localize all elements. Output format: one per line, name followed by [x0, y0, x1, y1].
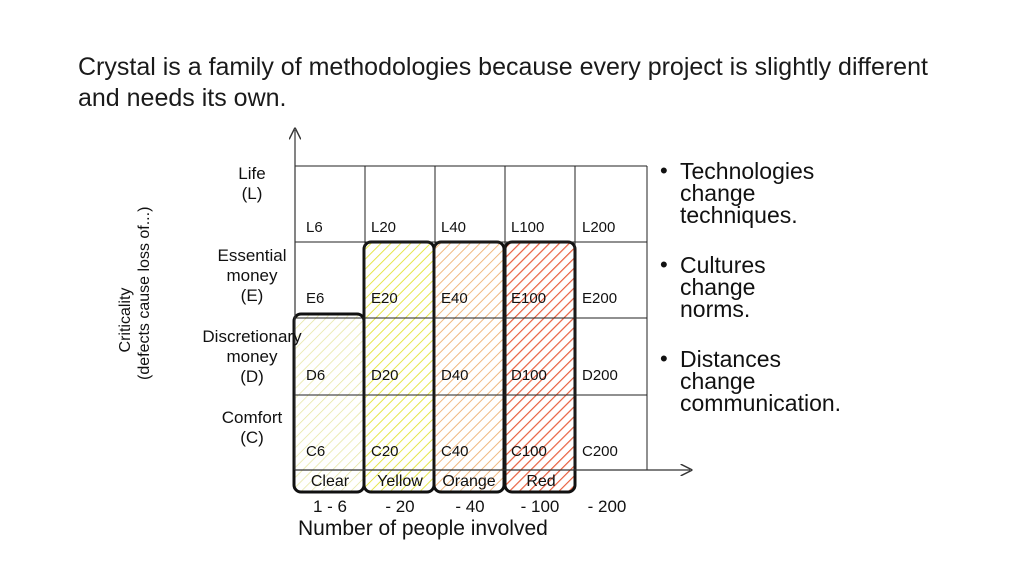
bullet-item: • Technologies change techniques.	[660, 158, 815, 228]
x-tick-20: - 20	[385, 497, 415, 516]
x-tick-6: 1 - 6	[312, 497, 348, 516]
x-axis-title: Number of people involved	[298, 517, 548, 540]
x-tick-200: - 200	[587, 497, 627, 516]
cell-C200: C200	[582, 443, 618, 460]
bullet-dot-icon: •	[660, 346, 668, 371]
y-level-life: Life (L)	[238, 164, 266, 203]
cell-D100: D100	[511, 367, 547, 384]
cell-C100: C100	[511, 443, 547, 460]
band-label-clear: Clear	[310, 473, 350, 490]
y-level-discretionary: Discretionary money (D)	[202, 327, 302, 386]
x-tick-40: - 40	[455, 497, 485, 516]
bullet-item: • Distances change communication.	[660, 346, 842, 416]
bullet-dot-icon: •	[660, 252, 668, 277]
cell-C40: C40	[441, 443, 469, 460]
y-level-essential: Essential money (E)	[217, 246, 287, 305]
cell-L20: L20	[371, 219, 397, 236]
cell-D6: D6	[306, 367, 326, 384]
x-tick-100: - 100	[520, 497, 560, 516]
cell-L200: L200	[582, 219, 616, 236]
cell-E20: E20	[371, 290, 398, 307]
cell-L100: L100	[511, 219, 545, 236]
band-label-orange: Orange	[442, 473, 496, 490]
cell-D40: D40	[441, 367, 469, 384]
y-axis-title-line2: (defects cause loss of...)	[136, 206, 153, 380]
cell-C6: C6	[306, 443, 326, 460]
cell-E200: E200	[582, 290, 618, 307]
bullet-item: • Cultures change norms.	[660, 252, 766, 322]
bullet-dot-icon: •	[660, 158, 668, 183]
slide-title: Crystal is a family of methodologies bec…	[78, 53, 928, 112]
y-axis-title: Criticality (defects cause loss of...)	[116, 206, 154, 380]
cell-D200: D200	[582, 367, 618, 384]
bullet-list: • Technologies change techniques. • Cultures…	[660, 160, 980, 438]
band-label-yellow: Yellow	[377, 473, 423, 490]
cell-L6: L6	[306, 219, 323, 236]
y-level-comfort: Comfort (C)	[221, 408, 283, 447]
cell-L40: L40	[441, 219, 467, 236]
y-axis-title-line1: Criticality	[117, 287, 134, 353]
band-label-red: Red	[526, 473, 556, 490]
cell-D20: D20	[371, 367, 399, 384]
cell-C20: C20	[371, 443, 399, 460]
cell-E6: E6	[306, 290, 325, 307]
cell-E40: E40	[441, 290, 468, 307]
cell-E100: E100	[511, 290, 547, 307]
